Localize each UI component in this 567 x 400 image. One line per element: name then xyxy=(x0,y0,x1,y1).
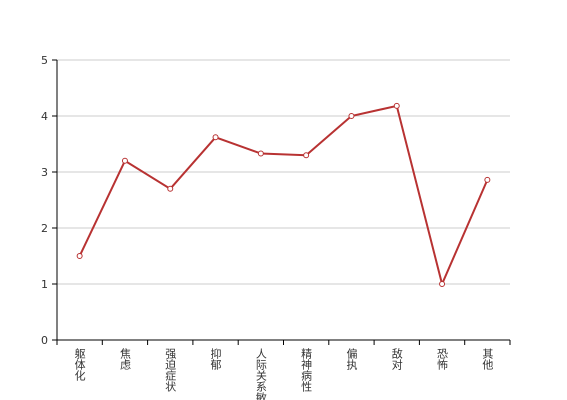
y-tick-label: 2 xyxy=(41,222,48,235)
point xyxy=(348,113,355,119)
x-tick-label: 强迫症状 xyxy=(164,348,177,392)
point xyxy=(212,134,219,141)
point xyxy=(484,176,491,183)
x-tick-label: 其他 xyxy=(481,348,494,370)
point xyxy=(303,152,310,159)
x-tick-label: 偏执 xyxy=(345,347,358,371)
point xyxy=(439,281,446,287)
point xyxy=(76,253,83,259)
x-tick-label: 恐怖 xyxy=(436,348,449,370)
point xyxy=(257,150,264,157)
x-tick-label: 躯体化 xyxy=(73,348,86,382)
y-tick-label: 5 xyxy=(41,54,48,67)
x-tick-label: 精神病性 xyxy=(300,348,313,393)
y-tick-label: 1 xyxy=(41,278,48,291)
x-tick-label: 焦虑 xyxy=(118,348,131,370)
x-tick-label: 敌对 xyxy=(390,347,403,370)
point xyxy=(121,157,128,164)
y-tick-label: 4 xyxy=(41,110,48,123)
x-tick-label: 人际关系敏感 xyxy=(254,348,267,400)
line xyxy=(78,104,489,288)
point xyxy=(393,102,400,109)
y-tick-label: 3 xyxy=(41,166,48,179)
point xyxy=(167,185,174,192)
x-tick-label: 抑郁 xyxy=(209,347,222,370)
y-tick-label: 0 xyxy=(41,334,48,347)
